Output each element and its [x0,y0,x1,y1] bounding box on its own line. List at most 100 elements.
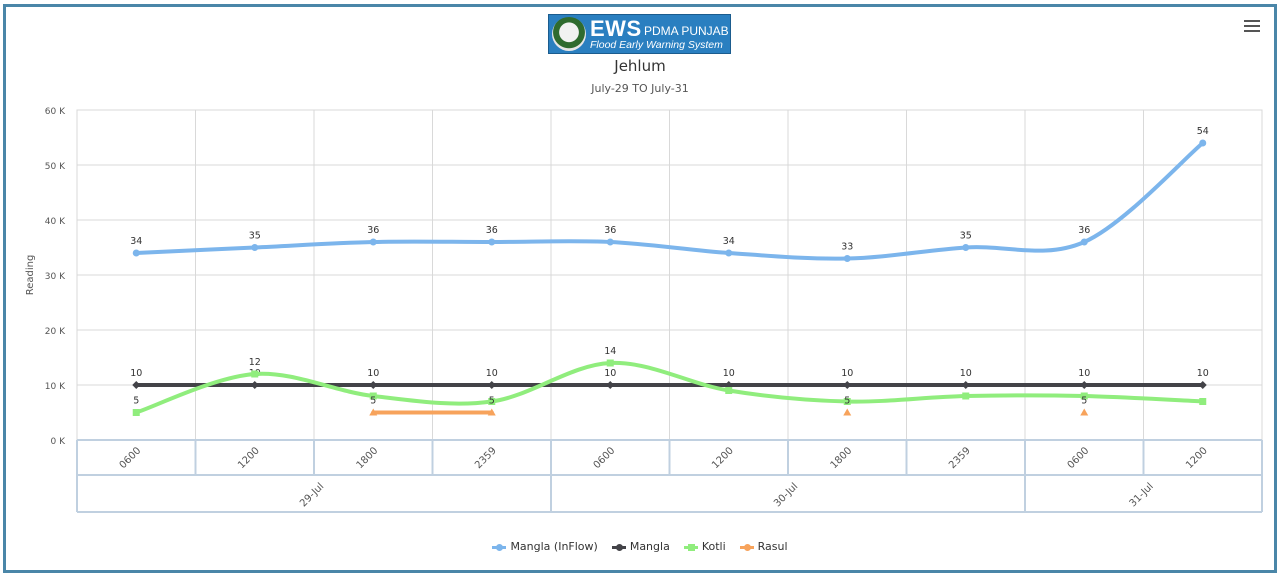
y-tick-label: 10 K [45,382,66,392]
x-tick-label: 2359 [473,445,499,471]
data-label-mangla-inflow: 36 [486,225,498,236]
legend-item-rasul[interactable]: Rasul [739,540,788,553]
data-label-mangla-inflow: 33 [841,242,853,253]
y-tick-label: 60 K [45,107,66,117]
chart-legend: Mangla (InFlow) Mangla Kotli Rasul [0,540,1280,553]
data-point-rasul [487,408,496,416]
data-point-kotli [251,370,259,378]
data-label-kotli: 14 [604,346,616,357]
data-label-rasul: 5 [844,396,850,407]
data-point-kotli [1080,392,1088,400]
legend-symbol-icon [683,543,698,551]
data-point-rasul [369,408,378,416]
data-point-mangla-inflow [369,238,377,246]
data-label-mangla-inflow: 54 [1197,126,1209,137]
y-tick-label: 50 K [45,162,66,172]
data-label-rasul: 5 [1081,396,1087,407]
chart-subtitle: July-29 TO July-31 [591,82,689,95]
data-point-mangla-inflow [132,249,140,257]
data-point-kotli [488,398,496,405]
chart-title: Jehlum [614,57,666,75]
legend-item-kotli[interactable]: Kotli [683,540,726,553]
data-point-kotli [843,398,851,405]
series-line-kotli [134,360,1205,415]
x-tick-label: 1200 [1184,445,1210,471]
data-label-mangla: 10 [130,368,142,379]
legend-label: Mangla (InFlow) [510,540,598,553]
x-tick-label: 0600 [118,445,144,471]
data-point-mangla [961,381,970,389]
data-label-mangla-inflow: 36 [604,225,616,236]
data-label-mangla: 10 [604,368,616,379]
data-label-mangla: 10 [960,368,972,379]
y-axis-title: Reading [25,255,36,296]
data-point-mangla-inflow [962,244,970,251]
data-label-mangla: 10 [723,368,735,379]
data-point-mangla-inflow [1080,238,1088,246]
data-label-mangla: 10 [841,368,853,379]
x-group-label: 30-Jul [772,481,800,509]
legend-symbol-icon [492,543,507,551]
legend-label: Mangla [629,540,670,553]
data-label-kotli: 12 [249,357,261,368]
x-tick-label: 1800 [355,445,381,471]
data-point-kotli [1199,398,1207,405]
legend-label: Kotli [701,540,726,553]
data-label-mangla-inflow: 36 [1078,225,1090,236]
logo-org-text: PDMA PUNJAB [644,24,729,38]
data-label-kotli: 5 [133,396,139,407]
data-label-mangla-inflow: 35 [249,231,261,242]
data-label-mangla-inflow: 36 [367,225,379,236]
data-point-mangla-inflow [725,249,733,257]
data-point-mangla [487,381,496,389]
x-tick-label: 0600 [1066,445,1092,471]
data-point-kotli [725,387,733,394]
data-point-kotli [369,392,377,400]
x-group-label: 31-Jul [1128,481,1156,509]
pdma-emblem-icon [552,17,586,51]
data-label-mangla: 10 [486,368,498,379]
data-point-mangla [1080,381,1089,389]
data-point-mangla [132,381,141,389]
x-tick-label: 1800 [829,445,855,471]
legend-item-mangla[interactable]: Mangla [611,540,670,553]
data-label-mangla-inflow: 35 [960,231,972,242]
data-point-rasul [1080,408,1089,416]
series-line-mangla-inflow [134,141,1205,261]
data-point-mangla-inflow [843,255,851,262]
data-label-mangla-inflow: 34 [130,236,142,247]
data-point-mangla-inflow [488,238,496,246]
logo-main-text: EWS [590,16,642,41]
data-label-mangla-inflow: 34 [723,236,735,247]
data-point-mangla-inflow [1199,139,1207,147]
x-tick-label: 1200 [236,445,262,471]
data-label-mangla: 10 [1078,368,1090,379]
data-point-rasul [843,408,852,416]
logo-subtitle-text: Flood Early Warning System [590,39,723,51]
ews-logo: EWS PDMA PUNJAB Flood Early Warning Syst… [548,14,731,54]
chart-frame [3,4,1277,573]
legend-item-mangla-inflow[interactable]: Mangla (InFlow) [492,540,598,553]
data-point-mangla-inflow [251,244,259,251]
data-label-mangla: 10 [367,368,379,379]
x-group-label: 29-Jul [298,481,326,509]
data-point-mangla [369,381,378,389]
data-point-mangla-inflow [606,238,614,246]
data-point-mangla [843,381,852,389]
y-tick-label: 40 K [45,217,66,227]
x-tick-label: 1200 [710,445,736,471]
data-point-mangla [606,381,615,389]
y-tick-label: 30 K [45,272,66,282]
legend-symbol-icon [611,543,626,551]
x-tick-label: 2359 [947,445,973,471]
hamburger-menu-icon[interactable] [1244,20,1260,34]
data-point-kotli [962,392,970,400]
data-label-mangla: 10 [1197,368,1209,379]
data-label-rasul: 5 [370,396,376,407]
data-point-kotli [132,409,140,416]
y-tick-label: 0 K [51,437,67,447]
legend-symbol-icon [739,543,754,551]
legend-label: Rasul [757,540,788,553]
data-point-mangla [250,381,259,389]
